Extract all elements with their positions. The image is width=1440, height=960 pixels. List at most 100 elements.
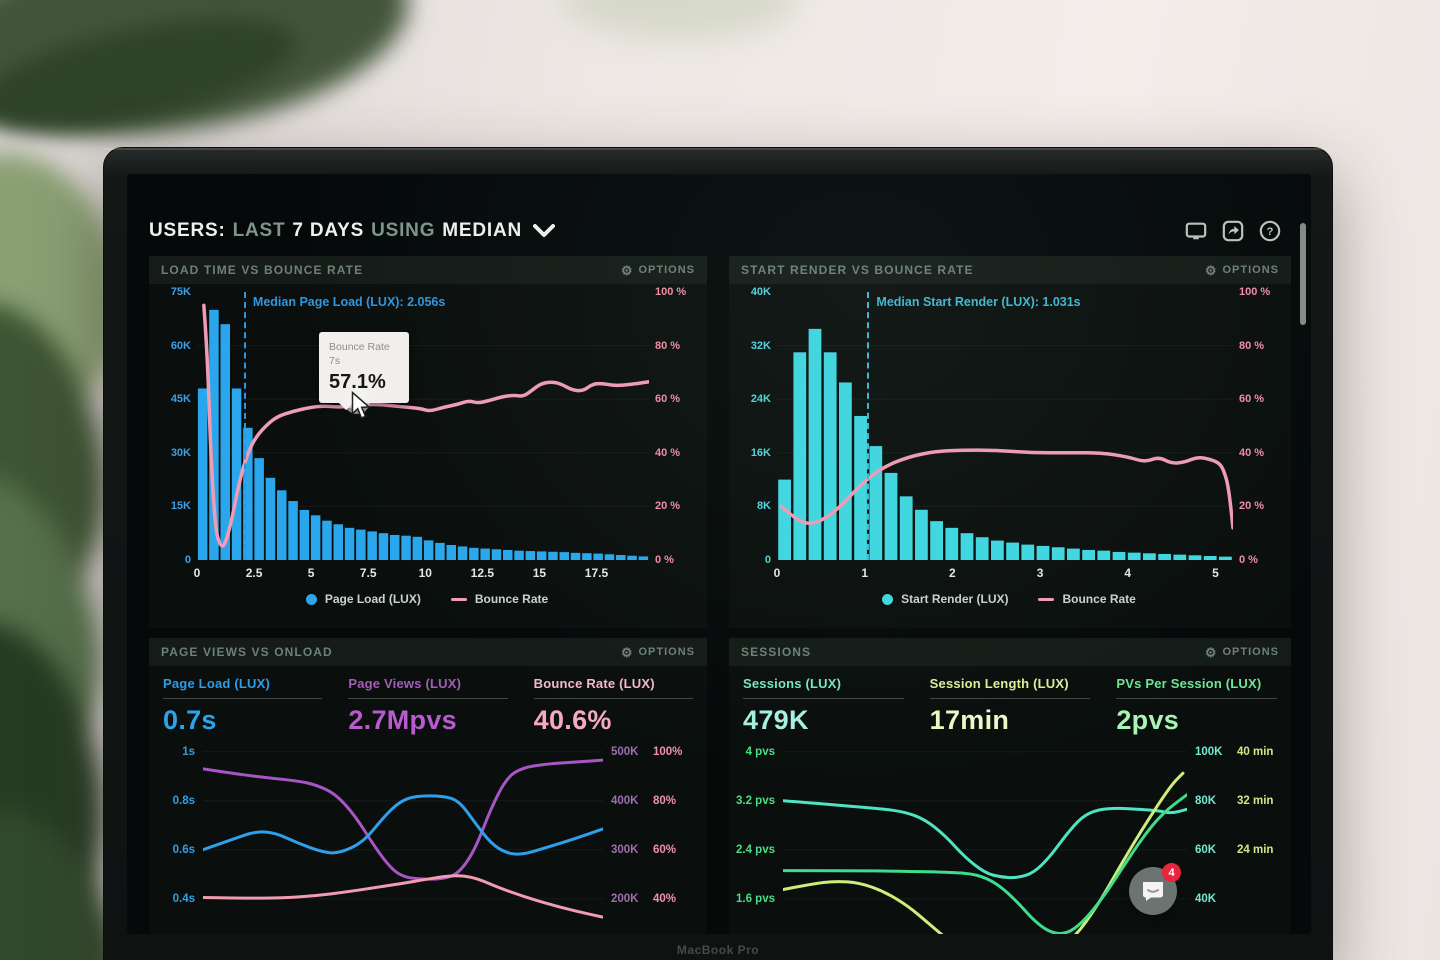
header-part: MEDIAN xyxy=(442,220,523,241)
axis-tick-label: 24K xyxy=(750,393,771,406)
scrollbar-thumb[interactable] xyxy=(1300,223,1306,325)
device-label: MacBook Pro xyxy=(676,943,760,957)
tooltip-title: Bounce Rate xyxy=(329,341,390,354)
axis-tick-label: 40 % xyxy=(655,446,681,459)
axis-tick-label: 500K xyxy=(611,745,639,758)
chart-plot-sessions[interactable] xyxy=(783,740,1187,934)
y-axis-right: 100 % 80 % 60 % 40 % 20 % 0 % xyxy=(649,286,697,566)
options-button[interactable]: ⚙ OPTIONS xyxy=(1205,646,1279,659)
axis-tick-label: 24 min xyxy=(1237,843,1274,856)
x-axis: 0 2.5 5 7.5 10 12.5 15 17.5 xyxy=(194,562,649,584)
panel-load-time: LOAD TIME VS BOUNCE RATE ⚙ OPTIONS 75K 60… xyxy=(149,256,707,628)
axis-tick-label: 20 % xyxy=(1239,500,1265,513)
metric-value: 40.6% xyxy=(533,705,612,735)
dashboard-header: USERS: LAST 7 DAYS USING MEDIAN xyxy=(127,174,1311,250)
metric-label: Page Load (LUX) xyxy=(163,676,271,691)
header-part: 7 DAYS xyxy=(292,220,365,241)
x-axis: 0 1 2 3 4 5 xyxy=(774,562,1233,584)
axis-tick-label: 32 min xyxy=(1237,794,1274,807)
y-axis-percent: 100% 80% 60% 40% xyxy=(649,740,701,934)
axis-tick-label: 100K xyxy=(1195,745,1223,758)
header-part: USERS: xyxy=(149,220,226,241)
x-axis-tick-label: 5 xyxy=(307,566,315,580)
chart-legend: Page Load (LUX) Bounce Rate xyxy=(157,592,697,606)
chat-button[interactable]: 4 xyxy=(1129,863,1181,915)
notification-badge: 4 xyxy=(1162,863,1181,882)
gear-icon: ⚙ xyxy=(620,644,634,660)
metric-bounce-rate: Bounce Rate (LUX) 40.6% xyxy=(533,676,693,736)
share-icon[interactable] xyxy=(1222,220,1244,242)
display-icon[interactable] xyxy=(1185,220,1207,242)
x-axis-tick-label: 5 xyxy=(1212,566,1219,580)
metric-label: Sessions (LUX) xyxy=(743,676,842,691)
chart-plot-start-render[interactable]: Median Start Render (LUX): 1.031s xyxy=(777,292,1233,560)
median-annotation: Median Page Load (LUX): 2.056s xyxy=(252,295,446,309)
legend-line-swatch xyxy=(450,597,467,601)
x-axis-tick-label: 4 xyxy=(1124,566,1132,580)
metric-label: Bounce Rate (LUX) xyxy=(533,676,655,691)
axis-tick-label: 0.6s xyxy=(172,843,195,856)
options-button[interactable]: ⚙ OPTIONS xyxy=(1205,264,1279,277)
axis-tick-label: 4 pvs xyxy=(745,745,775,758)
svg-text:?: ? xyxy=(1267,226,1274,238)
axis-tick-label: 0.4s xyxy=(172,892,195,905)
axis-tick-label: 0 xyxy=(764,554,771,566)
axis-tick-label: 60K xyxy=(1195,843,1217,856)
axis-tick-label: 15K xyxy=(170,500,191,513)
axis-tick-label: 40K xyxy=(750,286,771,298)
axis-tick-label: 40 % xyxy=(1239,446,1265,459)
panel-title: START RENDER VS BOUNCE RATE xyxy=(741,263,974,277)
axis-tick-label: 60 % xyxy=(655,393,681,406)
axis-tick-label: 0 % xyxy=(655,554,674,566)
axis-tick-label: 200K xyxy=(611,892,639,905)
y-axis-left: 75K 60K 45K 30K 15K 0 xyxy=(157,286,197,566)
tooltip-value: 57.1% xyxy=(329,370,386,393)
axis-tick-label: 40K xyxy=(1195,892,1217,905)
screen: USERS: LAST 7 DAYS USING MEDIAN xyxy=(127,174,1311,934)
axis-tick-label: 8K xyxy=(756,500,771,513)
chart-plot-page-views[interactable] xyxy=(203,740,603,934)
legend-dot-swatch xyxy=(305,593,317,605)
panel-header: SESSIONS ⚙ OPTIONS xyxy=(729,638,1291,666)
metric-value: 2.7Mpvs xyxy=(348,705,457,735)
legend-label: Bounce Rate xyxy=(1062,592,1136,606)
axis-tick-label: 40 min xyxy=(1237,745,1274,758)
x-axis-tick-label: 12.5 xyxy=(470,566,495,580)
median-annotation: Median Start Render (LUX): 1.031s xyxy=(876,295,1081,309)
chart-plot-load-time[interactable]: Median Page Load (LUX): 2.056s Bounce Ra… xyxy=(197,292,649,560)
axis-tick-label: 0.8s xyxy=(172,794,195,807)
axis-tick-label: 300K xyxy=(611,843,639,856)
options-button[interactable]: ⚙ OPTIONS xyxy=(621,264,695,277)
legend-dot-swatch xyxy=(882,593,894,605)
chart-legend: Start Render (LUX) Bounce Rate xyxy=(737,592,1281,606)
axis-tick-label: 1s xyxy=(182,745,195,758)
help-icon[interactable]: ? xyxy=(1259,220,1281,242)
options-label: OPTIONS xyxy=(638,264,695,276)
x-axis-tick-label: 15 xyxy=(532,566,547,580)
axis-tick-label: 0 % xyxy=(1239,554,1258,566)
chat-bubble-icon xyxy=(1143,882,1163,901)
axis-tick-label: 100 % xyxy=(655,286,687,298)
chart-tooltip: Bounce Rate 7s 57.1% xyxy=(319,332,410,403)
x-axis-tick-label: 2 xyxy=(949,566,956,580)
options-label: OPTIONS xyxy=(1222,646,1279,658)
axis-tick-label: 80% xyxy=(653,794,677,807)
panel-title: LOAD TIME VS BOUNCE RATE xyxy=(161,263,364,277)
axis-tick-label: 60K xyxy=(170,339,191,352)
axis-tick-label: 20 % xyxy=(655,500,681,513)
legend-line-swatch xyxy=(1038,597,1055,601)
metrics-row: Page Load (LUX) 0.7s Page Views (LUX) 2.… xyxy=(149,666,707,738)
metric-label: PVs Per Session (LUX) xyxy=(1116,676,1262,691)
panel-header: START RENDER VS BOUNCE RATE ⚙ OPTIONS xyxy=(729,256,1291,284)
axis-tick-label: 100 % xyxy=(1239,286,1271,298)
axis-tick-label: 1.6 pvs xyxy=(736,892,775,905)
axis-tick-label: 80K xyxy=(1195,794,1217,807)
panel-start-render: START RENDER VS BOUNCE RATE ⚙ OPTIONS 40… xyxy=(729,256,1291,628)
x-axis-tick-label: 1 xyxy=(861,566,869,580)
header-part: LAST xyxy=(232,220,286,241)
options-button[interactable]: ⚙ OPTIONS xyxy=(621,646,695,659)
header-dropdown[interactable]: USERS: LAST 7 DAYS USING MEDIAN xyxy=(149,220,556,242)
legend-label: Page Load (LUX) xyxy=(324,592,421,606)
gear-icon: ⚙ xyxy=(1204,262,1218,278)
panel-title: PAGE VIEWS VS ONLOAD xyxy=(161,645,333,659)
